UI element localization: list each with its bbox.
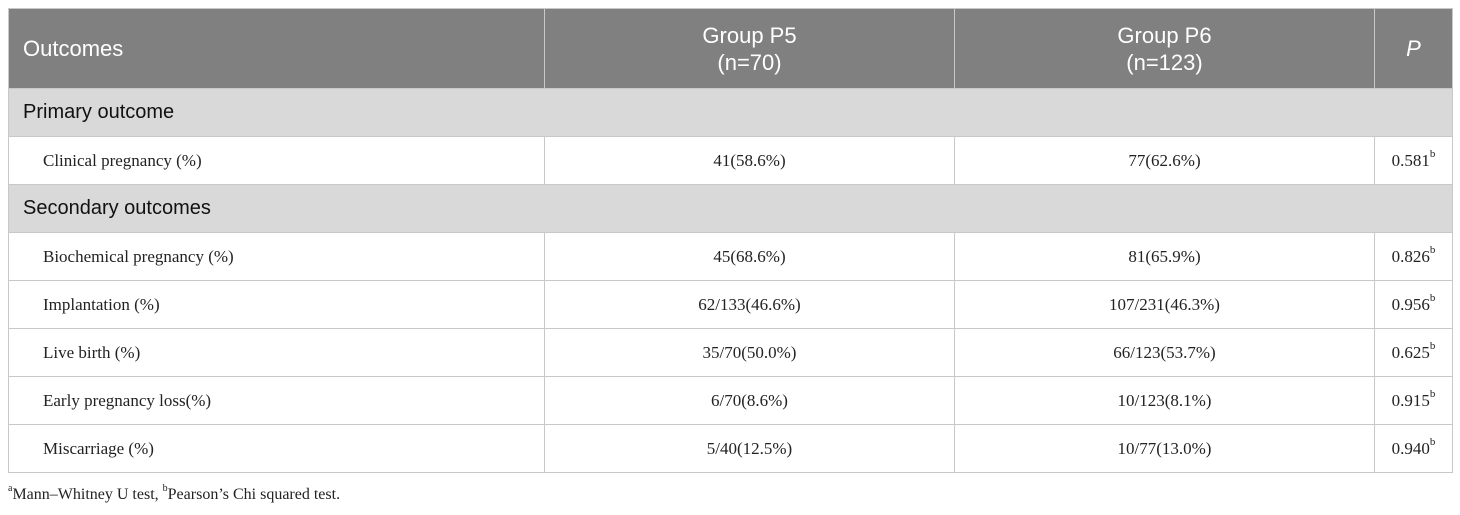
cell-group-p6: 77(62.6%) [954,136,1375,185]
section-row-secondary: Secondary outcomes [8,184,1453,233]
cell-group-p6: 107/231(46.3%) [954,280,1375,329]
cell-group-p6: 66/123(53.7%) [954,328,1375,377]
cell-p-value: 0.826b [1374,232,1453,281]
cell-p-value: 0.915b [1374,376,1453,425]
cell-p-value: 0.625b [1374,328,1453,377]
p-value: 0.940 [1391,438,1430,458]
p-value: 0.915 [1391,390,1430,410]
p-footnote-mark: b [1429,387,1436,400]
table-footnote: aMann–Whitney U test, bPearson’s Chi squ… [8,482,341,504]
header-group-p6-name: Group P6 [1117,22,1212,48]
header-group-p5-name: Group P5 [702,22,797,48]
cell-p-value: 0.956b [1374,280,1453,329]
p-footnote-mark: b [1429,147,1436,160]
cell-group-p6: 10/123(8.1%) [954,376,1375,425]
p-value: 0.625 [1391,342,1430,362]
row-label: Miscarriage (%) [8,424,545,473]
row-label: Early pregnancy loss(%) [8,376,545,425]
section-row-primary: Primary outcome [8,88,1453,137]
row-label: Implantation (%) [8,280,545,329]
table-row: Clinical pregnancy (%) 41(58.6%) 77(62.6… [8,136,1453,185]
table-row: Early pregnancy loss(%) 6/70(8.6%) 10/12… [8,376,1453,425]
header-group-p6-n: (n=123) [1126,49,1203,75]
p-footnote-mark: b [1429,339,1436,352]
section-title: Primary outcome [8,88,1453,137]
table-header-row: Outcomes Group P5 (n=70) Group P6 (n=123… [8,8,1453,89]
p-footnote-mark: b [1429,243,1436,256]
cell-group-p5: 6/70(8.6%) [544,376,955,425]
cell-group-p5: 5/40(12.5%) [544,424,955,473]
p-footnote-mark: b [1429,435,1436,448]
header-group-p5: Group P5 (n=70) [544,8,955,89]
header-group-p6: Group P6 (n=123) [954,8,1375,89]
footnote-mark-a: a [8,482,13,494]
p-footnote-mark: b [1429,291,1436,304]
header-group-p5-n: (n=70) [717,49,782,75]
row-label: Clinical pregnancy (%) [8,136,545,185]
cell-group-p5: 41(58.6%) [544,136,955,185]
outcomes-table: Outcomes Group P5 (n=70) Group P6 (n=123… [8,8,1453,473]
p-value: 0.826 [1391,246,1430,266]
cell-group-p6: 81(65.9%) [954,232,1375,281]
cell-group-p5: 45(68.6%) [544,232,955,281]
cell-group-p6: 10/77(13.0%) [954,424,1375,473]
footnote-a-text: Mann–Whitney U test, [12,486,163,503]
footnote-b-text: Pearson’s Chi squared test. [167,486,341,503]
p-value: 0.956 [1391,294,1430,314]
table-row: Implantation (%) 62/133(46.6%) 107/231(4… [8,280,1453,329]
table-row: Biochemical pregnancy (%) 45(68.6%) 81(6… [8,232,1453,281]
cell-p-value: 0.940b [1374,424,1453,473]
table-row: Live birth (%) 35/70(50.0%) 66/123(53.7%… [8,328,1453,377]
row-label: Biochemical pregnancy (%) [8,232,545,281]
row-label: Live birth (%) [8,328,545,377]
cell-group-p5: 62/133(46.6%) [544,280,955,329]
header-outcomes: Outcomes [8,8,545,89]
cell-p-value: 0.581b [1374,136,1453,185]
cell-group-p5: 35/70(50.0%) [544,328,955,377]
header-p-value: P [1374,8,1453,89]
section-title: Secondary outcomes [8,184,1453,233]
p-value: 0.581 [1391,150,1430,170]
table-row: Miscarriage (%) 5/40(12.5%) 10/77(13.0%)… [8,424,1453,473]
footnote-mark-b: b [162,482,168,494]
